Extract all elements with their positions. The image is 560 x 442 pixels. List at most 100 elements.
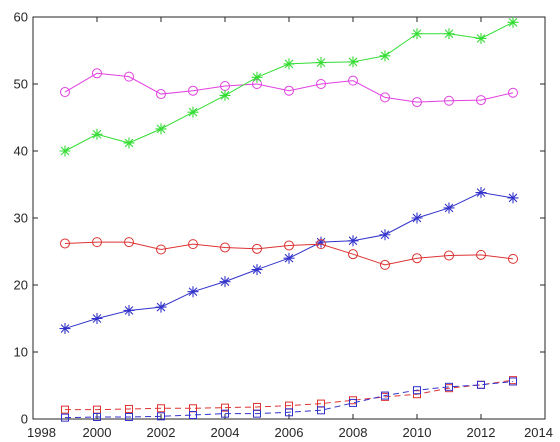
data-point (156, 244, 166, 255)
y-tick-label: 0 (21, 412, 28, 427)
data-point (283, 252, 295, 264)
data-point (284, 85, 294, 96)
x-tick-label: 2006 (275, 425, 304, 440)
data-point (59, 323, 71, 335)
data-point (348, 249, 358, 260)
data-point (60, 238, 70, 249)
y-axis: 0 10 20 30 40 50 60 (14, 10, 545, 427)
data-point (380, 92, 390, 103)
data-point (443, 202, 455, 214)
y-tick-label: 10 (14, 345, 28, 360)
data-point (187, 106, 199, 118)
x-tick-label: 2012 (467, 425, 496, 440)
data-point (125, 404, 133, 413)
data-point (59, 145, 71, 157)
data-point (156, 89, 166, 100)
data-point (123, 304, 135, 316)
data-point (188, 85, 198, 96)
data-point (347, 56, 359, 68)
data-point (219, 89, 231, 101)
data-point (253, 409, 261, 418)
data-point (92, 68, 102, 79)
series-line (65, 379, 514, 411)
data-point (509, 377, 517, 386)
data-point (157, 404, 165, 413)
data-point (477, 380, 485, 389)
data-point (507, 16, 519, 28)
data-point (413, 386, 421, 395)
data-point (60, 87, 70, 98)
x-axis: 1998 2000 2002 2004 2006 2008 2010 2012 2014 (27, 17, 553, 440)
x-tick-label: 2010 (403, 425, 432, 440)
series-4 (60, 237, 518, 270)
series-2 (59, 16, 519, 157)
data-point (251, 264, 263, 276)
data-point (157, 412, 165, 421)
y-tick-label: 30 (14, 211, 28, 226)
series-1 (60, 68, 518, 108)
data-point (507, 192, 519, 204)
data-point (381, 391, 389, 400)
data-point (124, 71, 134, 82)
series-line (64, 72, 514, 103)
y-tick-label: 20 (14, 278, 28, 293)
data-point (252, 243, 262, 254)
data-point (445, 382, 453, 391)
data-point (91, 313, 103, 324)
data-point (285, 408, 293, 417)
series-line (64, 241, 514, 266)
series-layer (59, 16, 519, 422)
x-tick-label: 2014 (524, 425, 553, 440)
data-point (221, 403, 229, 412)
series-line (64, 380, 514, 419)
data-point (411, 28, 423, 40)
data-point (444, 250, 454, 261)
data-point (508, 87, 518, 98)
data-point (476, 249, 486, 260)
data-point (475, 32, 487, 44)
data-point (412, 253, 422, 264)
data-point (187, 286, 199, 298)
data-point (61, 413, 69, 422)
data-point (251, 71, 263, 83)
x-tick-label: 2008 (339, 425, 368, 440)
data-point (61, 405, 69, 414)
data-point (316, 79, 326, 89)
data-point (283, 58, 295, 70)
data-point (284, 240, 294, 251)
data-point (412, 97, 422, 108)
x-tick-label: 2004 (211, 425, 240, 440)
x-tick-label: 1998 (27, 425, 56, 440)
data-point (413, 390, 421, 399)
data-point (443, 28, 455, 40)
data-point (475, 187, 487, 199)
y-tick-label: 50 (14, 77, 28, 92)
data-point (349, 398, 357, 407)
data-point (315, 57, 327, 69)
data-point (379, 229, 391, 241)
data-point (155, 301, 167, 313)
data-point (220, 242, 230, 253)
data-point (476, 95, 486, 106)
data-point (348, 75, 358, 86)
data-point (379, 50, 391, 62)
data-point (508, 253, 518, 264)
series-6 (61, 377, 517, 422)
data-point (92, 237, 102, 248)
data-point (315, 236, 327, 248)
data-point (188, 239, 198, 250)
x-tick-label: 2002 (147, 425, 176, 440)
data-point (93, 412, 101, 421)
series-3 (59, 187, 519, 335)
data-point (411, 212, 423, 224)
data-point (316, 239, 326, 250)
data-point (380, 259, 390, 270)
data-point (219, 276, 231, 288)
data-point (124, 237, 134, 248)
y-tick-label: 40 (14, 144, 28, 159)
data-point (317, 406, 325, 415)
data-point (221, 409, 229, 418)
data-point (189, 410, 197, 419)
